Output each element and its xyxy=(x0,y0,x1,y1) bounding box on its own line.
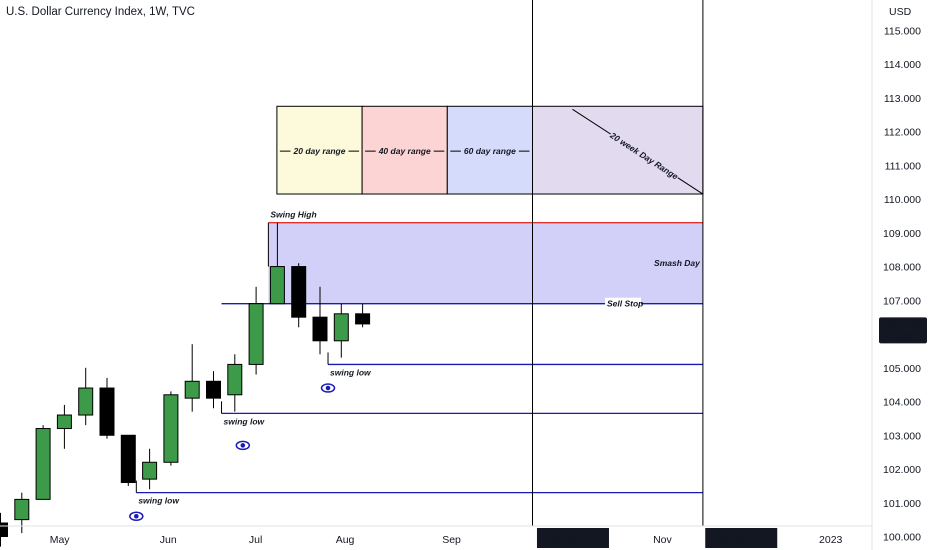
y-tick-label: 109.000 xyxy=(883,228,921,240)
currency-label: USD xyxy=(889,6,912,18)
sell-stop-label: Sell Stop xyxy=(607,299,643,309)
candle xyxy=(184,344,200,412)
candle-body xyxy=(291,266,307,318)
range-label: 60 day range xyxy=(464,146,516,156)
range-box xyxy=(532,105,704,195)
candle-body xyxy=(227,363,243,396)
candle-body xyxy=(142,461,158,480)
candle-body xyxy=(0,522,8,538)
x-tick-label: Jun xyxy=(160,534,177,546)
candle xyxy=(291,263,307,328)
eye-icon xyxy=(235,440,251,451)
y-tick-label: 105.000 xyxy=(883,363,921,375)
candle xyxy=(269,222,285,305)
range-label: 20 day range xyxy=(293,146,346,156)
y-tick-label: 114.000 xyxy=(884,59,921,71)
range-label-bg xyxy=(460,144,519,157)
x-highlight-tag xyxy=(536,528,609,548)
candle xyxy=(206,371,221,409)
swing-low-label: swing low xyxy=(138,496,180,506)
x-tick-label: May xyxy=(50,534,71,546)
y-tick-label: 103.000 xyxy=(883,430,921,442)
candle-body xyxy=(333,313,349,342)
swing-low-label: swing low xyxy=(224,416,266,426)
smash-day-label: Smash Day xyxy=(654,258,701,268)
eye-icon xyxy=(129,511,144,522)
candle-body xyxy=(99,387,115,436)
candle-body xyxy=(206,380,221,399)
candle xyxy=(227,354,243,412)
candle-body xyxy=(56,414,72,430)
x-tick-label: Nov xyxy=(653,534,672,546)
candle-body xyxy=(312,316,328,342)
range-label-bg xyxy=(607,128,682,182)
candle xyxy=(14,492,30,534)
candle-body xyxy=(355,313,371,325)
range-label-bg xyxy=(290,144,349,157)
eye-pupil xyxy=(325,385,331,391)
candle xyxy=(78,367,94,426)
candle xyxy=(99,377,115,439)
candle-body xyxy=(269,266,285,305)
range-label-bg xyxy=(375,144,434,157)
eye-icon xyxy=(320,383,336,393)
candle xyxy=(35,425,51,500)
swing-high-label: Swing High xyxy=(270,210,316,220)
candle-body xyxy=(184,380,200,399)
eye-pupil xyxy=(240,443,246,448)
last-price-countdown: 4d 6h xyxy=(890,330,916,342)
y-tick-label: 108.000 xyxy=(883,262,921,274)
x-tick-label: 10 Oct '22 xyxy=(549,534,597,546)
y-tick-label: 115.000 xyxy=(884,25,921,37)
x-tick-label: Sep xyxy=(442,534,461,546)
x-highlight-tag xyxy=(705,528,778,548)
x-tick-label: 2023 xyxy=(819,534,843,546)
candle xyxy=(163,391,179,466)
candle xyxy=(333,303,349,358)
y-tick-label: 110.000 xyxy=(884,194,921,206)
candle-body xyxy=(248,303,264,365)
y-tick-label: 112.000 xyxy=(884,127,921,139)
last-price-tag xyxy=(879,317,927,344)
y-tick-label: 104.000 xyxy=(883,397,921,409)
candle xyxy=(248,286,264,375)
y-tick-label: 102.000 xyxy=(883,464,921,476)
candle xyxy=(355,303,371,328)
candle xyxy=(312,286,328,355)
last-price-value: 106.286 xyxy=(884,318,922,330)
y-tick-label: 100.000 xyxy=(883,532,921,544)
y-tick-label: 113.000 xyxy=(884,93,921,105)
x-tick-label: 05 Dec '22 xyxy=(716,534,766,546)
candle xyxy=(56,404,72,449)
candle xyxy=(120,434,136,486)
candle-body xyxy=(120,434,136,484)
chart-title: U.S. Dollar Currency Index, 1W, TVC xyxy=(6,6,195,18)
candle xyxy=(0,512,8,547)
y-tick-label: 107.000 xyxy=(883,295,921,307)
range-label: 40 day range xyxy=(378,146,431,156)
candle-body xyxy=(163,394,179,463)
x-tick-label: Aug xyxy=(336,534,355,546)
candle-body xyxy=(35,428,51,500)
smash-day-zone xyxy=(268,222,703,304)
sell-stop-label-bg xyxy=(605,297,641,310)
x-tick-label: Jul xyxy=(249,534,262,546)
swing-low-label: swing low xyxy=(330,367,372,377)
y-tick-label: 101.000 xyxy=(883,498,921,510)
candle xyxy=(142,448,158,490)
candle-body xyxy=(14,498,30,521)
y-tick-label: 111.000 xyxy=(885,160,922,172)
eye-pupil xyxy=(134,513,139,519)
candle-body xyxy=(78,387,94,416)
